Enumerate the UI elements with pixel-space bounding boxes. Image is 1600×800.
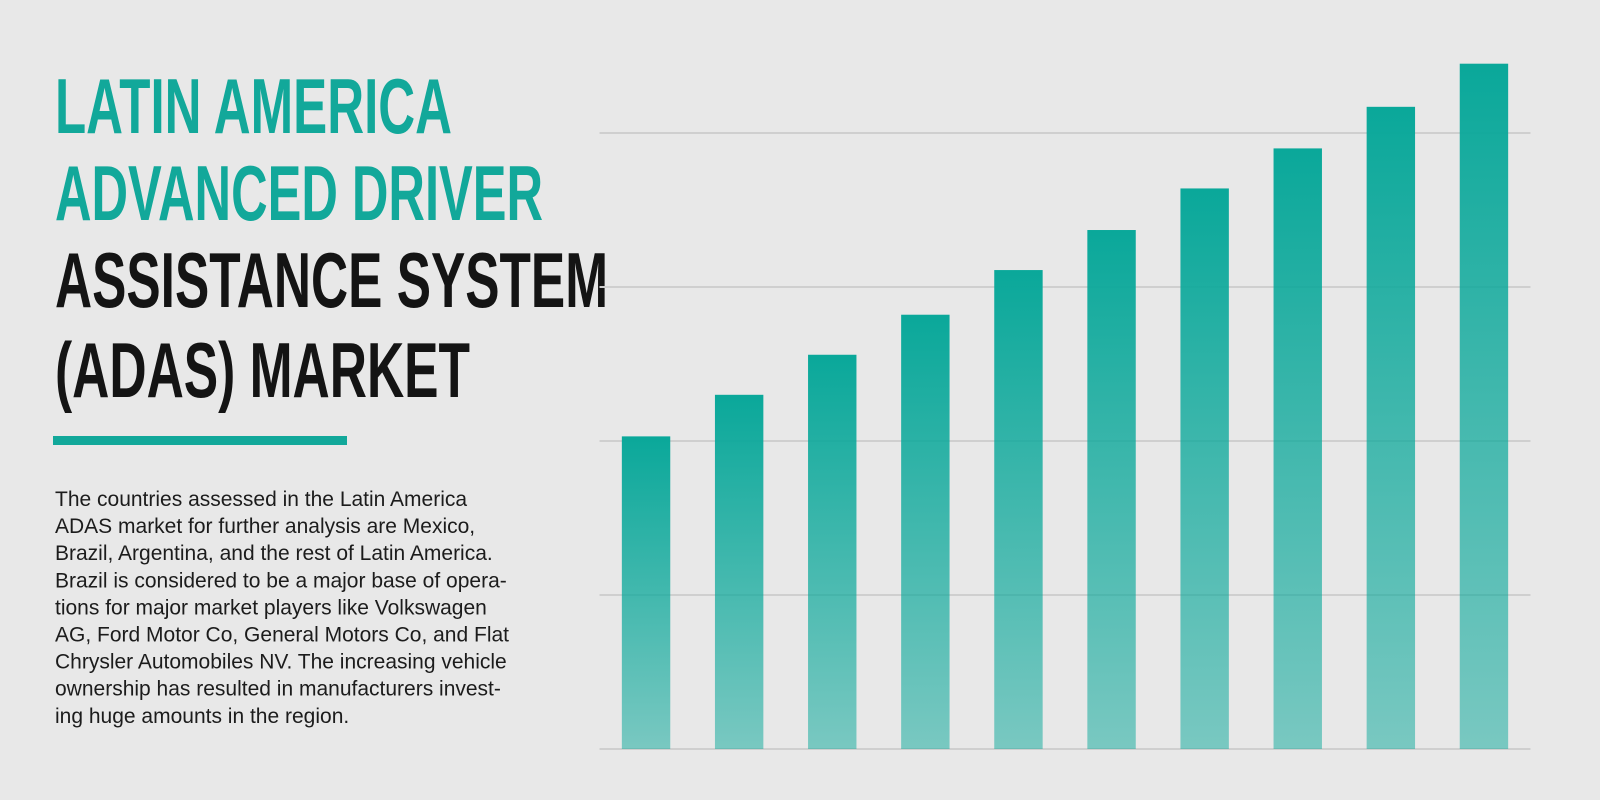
description-line: tions for major market players like Volk… [55,596,487,619]
title-line: LATIN AMERICA [55,62,452,150]
description-line: ADAS market for further analysis are Mex… [55,515,475,538]
description-line: Chrysler Automobiles NV. The increasing … [55,651,507,674]
bar [808,354,857,749]
bar [621,436,671,749]
bar [1459,63,1509,749]
bar [1180,188,1229,749]
bar [1273,148,1322,749]
bar [1366,106,1416,749]
description: The countries assessed in the Latin Amer… [55,488,509,728]
bar [901,314,950,749]
description-line: AG, Ford Motor Co, General Motors Co, an… [55,624,509,647]
description-line: Brazil, Argentina, and the rest of Latin… [55,542,493,565]
bar [994,270,1043,749]
title-line: ADVANCED DRIVER [55,149,543,237]
description-line: The countries assessed in the Latin Amer… [55,488,467,511]
title-line: (ADAS) MARKET [55,326,470,414]
title-underline [53,436,347,445]
title-line: ASSISTANCE SYSTEM [55,236,608,324]
bar [1087,230,1136,749]
description-line: Brazil is considered to be a major base … [55,569,507,592]
description-line: ownership has resulted in manufacturers … [55,678,501,701]
bar [714,394,764,749]
description-line: ing huge amounts in the region. [55,705,349,728]
